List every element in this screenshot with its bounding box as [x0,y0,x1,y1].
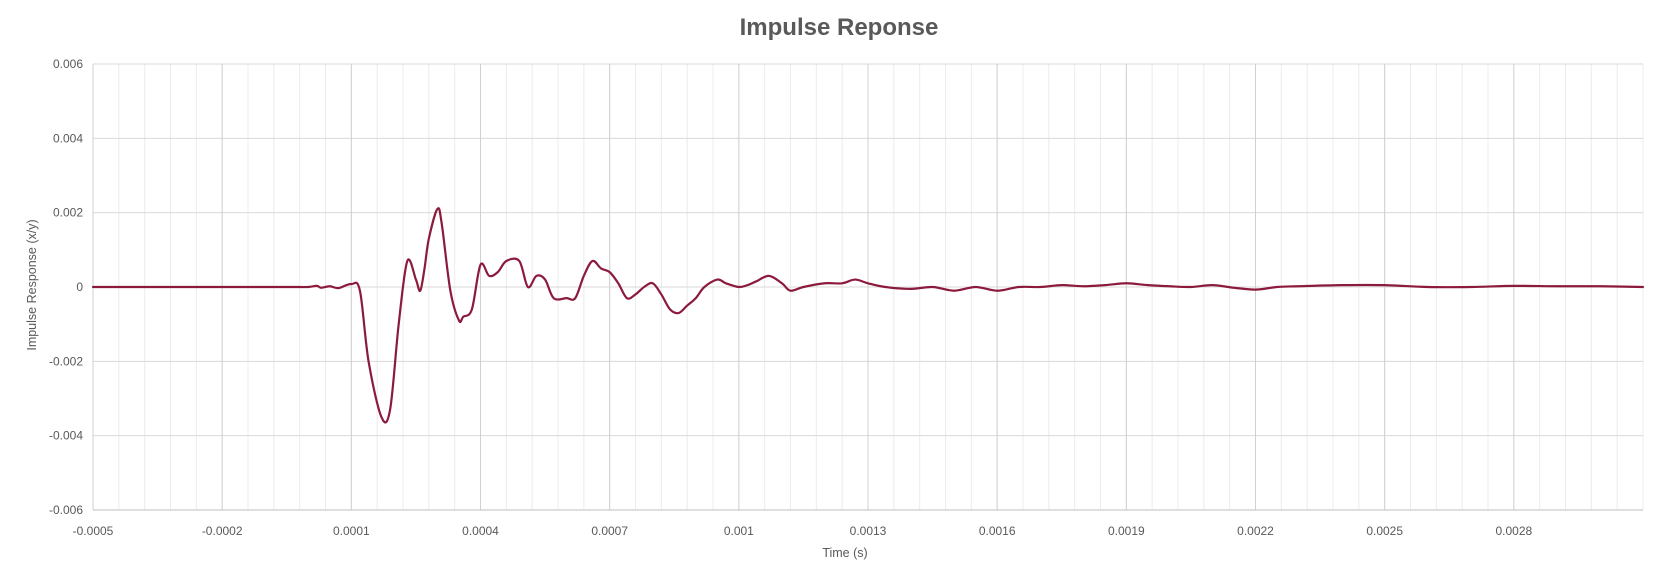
x-tick-label: 0.0004 [462,524,499,538]
x-axis-tick-labels: -0.0005 -0.0002 0.0001 0.0004 0.0007 0.001 0.0… [73,524,1533,538]
y-tick-label: 0.004 [53,131,83,145]
y-tick-label: 0.002 [53,206,83,220]
y-tick-label: 0 [76,280,83,294]
x-tick-label: 0.0001 [333,524,370,538]
x-tick-label: -0.0002 [202,524,243,538]
x-tick-label: 0.001 [724,524,754,538]
x-tick-label: 0.0022 [1237,524,1274,538]
major-gridlines [92,63,1643,511]
x-tick-label: 0.0013 [850,524,887,538]
impulse-response-series-line [91,207,1645,424]
x-tick-label: 0.0025 [1366,524,1403,538]
y-axis-tick-labels: -0.006 -0.004 -0.002 0 0.002 0.004 0.006 [49,57,83,517]
chart-title: Impulse Reponse [739,14,939,41]
y-tick-label: -0.006 [49,503,83,517]
x-tick-label: 0.0028 [1495,524,1532,538]
y-tick-label: -0.002 [49,354,83,368]
x-tick-label: 0.0016 [979,524,1016,538]
x-axis-title: Time (s) [822,546,867,560]
y-tick-label: -0.004 [49,429,83,443]
y-axis-title: Impulse Response (x/y) [25,219,39,350]
x-tick-label: 0.0019 [1108,524,1145,538]
x-tick-label: -0.0005 [73,524,114,538]
x-tick-label: 0.0007 [591,524,628,538]
y-tick-label: 0.006 [53,57,83,71]
